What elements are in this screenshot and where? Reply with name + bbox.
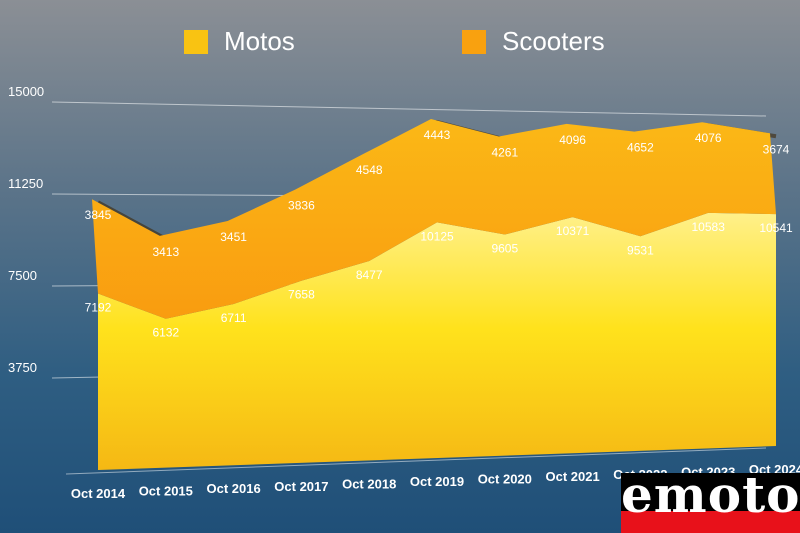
data-label-scooters: 4548 [356, 163, 383, 177]
emoto-logo: emoto [621, 465, 800, 533]
legend-item-scooters: Scooters [462, 26, 605, 57]
data-label-scooters: 4261 [491, 145, 518, 159]
area-motos [98, 212, 776, 470]
y-tick-label: 11250 [8, 176, 43, 191]
data-label-scooters: 4443 [424, 128, 451, 142]
x-tick-label: Oct 2020 [478, 472, 532, 487]
data-label-motos: 8477 [356, 268, 383, 282]
x-tick-label: Oct 2015 [139, 484, 193, 499]
area-scooters [92, 119, 776, 319]
y-tick-label: 15000 [8, 84, 44, 99]
data-label-scooters: 3836 [288, 199, 315, 213]
data-label-scooters: 3413 [152, 245, 179, 259]
data-label-scooters: 3674 [763, 142, 790, 156]
legend-label-scooters: Scooters [502, 26, 605, 56]
data-label-motos: 10541 [759, 221, 793, 235]
y-axis-ticks: 3750 7500 11250 15000 [8, 84, 44, 375]
x-tick-label: Oct 2017 [274, 479, 328, 494]
data-labels: 7192 3845 6132 3413 6711 3451 7658 3836 8477 4548… [85, 128, 793, 340]
data-label-motos: 7192 [85, 301, 112, 315]
legend-swatch-motos [184, 29, 208, 54]
data-label-motos: 10125 [420, 229, 454, 243]
data-label-motos: 10583 [692, 220, 726, 234]
area-layer [92, 119, 777, 470]
data-label-scooters: 4076 [695, 131, 722, 145]
data-label-motos: 7658 [288, 288, 315, 302]
data-label-motos: 6711 [221, 311, 247, 325]
data-label-scooters: 3845 [85, 208, 112, 222]
data-label-scooters: 4096 [559, 133, 586, 147]
data-label-scooters: 4652 [627, 141, 654, 155]
grid-line [51, 101, 767, 117]
x-tick-label: Oct 2019 [410, 474, 464, 489]
grid-line [65, 447, 767, 475]
legend-swatch-scooters [462, 29, 486, 54]
legend-item-motos: Motos [184, 26, 295, 57]
data-label-motos: 9605 [491, 242, 518, 256]
x-tick-label: Oct 2021 [545, 469, 599, 484]
logo-text: emoto [621, 465, 800, 524]
data-label-motos: 6132 [152, 326, 179, 340]
y-tick-label: 7500 [8, 268, 37, 283]
y-tick-label: 3750 [8, 360, 37, 375]
x-tick-label: Oct 2016 [206, 481, 260, 496]
x-tick-label: Oct 2014 [71, 486, 126, 501]
data-label-scooters: 3451 [220, 230, 247, 244]
x-tick-label: Oct 2018 [342, 476, 396, 491]
data-label-motos: 10371 [556, 224, 590, 238]
legend-label-motos: Motos [224, 26, 295, 56]
data-label-motos: 9531 [627, 243, 654, 257]
